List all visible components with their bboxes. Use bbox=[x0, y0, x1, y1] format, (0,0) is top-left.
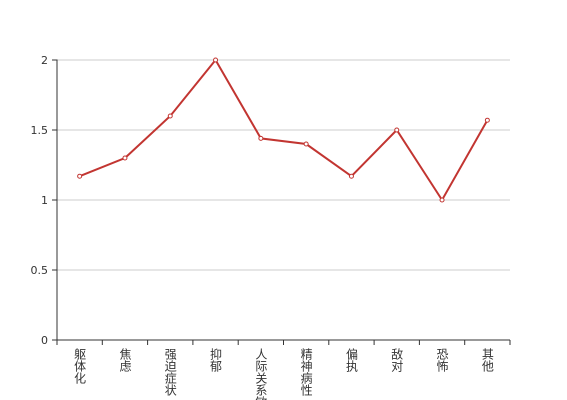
x-tick-label: 抑郁 bbox=[209, 347, 223, 373]
x-tick-label: 敌对 bbox=[390, 347, 404, 372]
point bbox=[167, 113, 173, 119]
line bbox=[79, 58, 489, 202]
x-tick-label: 偏执 bbox=[344, 347, 358, 373]
x-tick-label: 精神病性 bbox=[299, 348, 313, 397]
y-tick-label: 1 bbox=[41, 194, 48, 207]
point bbox=[122, 155, 128, 161]
point bbox=[484, 117, 490, 123]
x-tick-label: 恐怖 bbox=[435, 348, 449, 372]
x-tick-label: 其他 bbox=[480, 348, 494, 372]
point bbox=[348, 173, 354, 179]
x-tick-label: 强迫症状 bbox=[163, 348, 177, 396]
point bbox=[303, 141, 309, 147]
y-tick-label: 0.5 bbox=[31, 264, 49, 277]
point bbox=[394, 127, 400, 133]
point bbox=[213, 57, 219, 63]
x-tick-label: 焦虑 bbox=[118, 348, 132, 372]
x-tick-label: 躯体化 bbox=[73, 347, 87, 385]
point bbox=[258, 135, 264, 141]
y-tick-label: 1.5 bbox=[31, 124, 49, 137]
point bbox=[77, 173, 83, 179]
y-tick-label: 0 bbox=[41, 334, 48, 347]
x-tick-label: 人际关系敏感 bbox=[254, 348, 268, 400]
y-tick-label: 2 bbox=[41, 54, 48, 67]
point bbox=[439, 197, 445, 203]
